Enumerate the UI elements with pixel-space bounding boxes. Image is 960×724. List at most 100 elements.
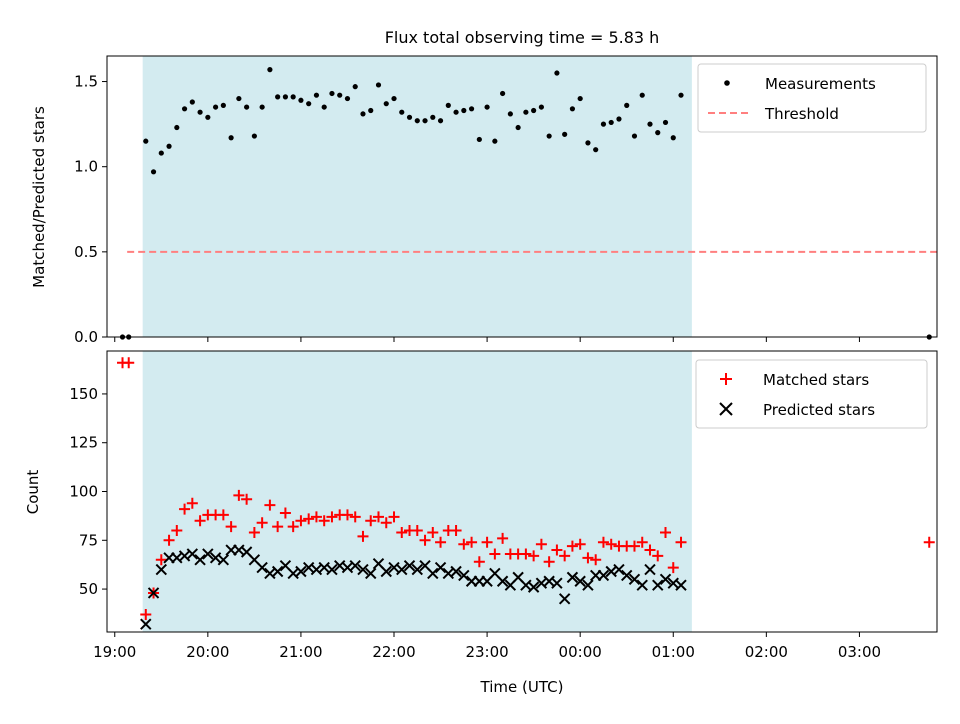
measurement-point xyxy=(236,95,242,102)
measurement-point xyxy=(321,104,327,110)
matched-star-point xyxy=(473,556,485,568)
x-tick-label: 20:00 xyxy=(186,643,229,661)
top-y-axis-label: Matched/Predicted stars xyxy=(30,106,48,288)
measurement-point xyxy=(313,92,320,98)
matched-star-point xyxy=(427,526,439,538)
matched-star-point xyxy=(543,556,555,568)
predicted-star-point xyxy=(574,575,586,587)
matched-star-point xyxy=(551,544,563,556)
x-tick-label: 01:00 xyxy=(652,643,695,661)
measurement-point xyxy=(484,104,490,110)
measurement-point xyxy=(554,70,560,76)
measurement-point xyxy=(562,131,568,137)
measurement-point xyxy=(166,143,172,149)
measurement-point xyxy=(174,124,180,131)
bottom-y-tick-label: 50 xyxy=(79,580,98,598)
measurement-point xyxy=(244,104,250,110)
matched-star-point xyxy=(535,538,547,550)
predicted-star-point xyxy=(450,565,462,578)
matched-star-point xyxy=(481,536,493,548)
measurement-point xyxy=(205,114,211,120)
matched-star-point xyxy=(675,536,687,548)
predicted-star-point xyxy=(659,573,672,586)
predicted-star-point xyxy=(186,548,199,560)
matched-star-point xyxy=(155,554,167,566)
measurement-point xyxy=(329,90,335,97)
predicted-star-point xyxy=(396,563,408,576)
matched-star-point xyxy=(574,538,586,550)
bottom-legend-box xyxy=(695,359,928,429)
predicted-star-point xyxy=(365,567,377,580)
matched-star-point xyxy=(566,540,578,552)
measurement-point xyxy=(678,92,684,98)
predicted-star-point xyxy=(621,569,633,582)
matched-star-point xyxy=(520,548,532,560)
matched-star-point xyxy=(256,517,268,529)
matched-star-point xyxy=(295,515,307,527)
matched-star-point xyxy=(357,530,369,542)
predicted-star-point xyxy=(551,577,563,589)
predicted-star-point xyxy=(256,561,268,574)
measurement-point xyxy=(298,97,304,103)
measurement-point xyxy=(306,101,312,107)
measurement-point xyxy=(453,109,459,115)
measurement-point xyxy=(445,102,451,108)
predicted-star-point xyxy=(194,554,206,566)
matched-star-point xyxy=(186,497,198,509)
bottom-panel: 50 75 100 125 150 19:00 20:00 21:00 22:00 23:00 0… xyxy=(24,350,938,696)
measurement-point xyxy=(468,106,475,112)
measurement-point xyxy=(368,107,374,114)
matched-star-point xyxy=(923,536,935,548)
measurements-legend-marker xyxy=(724,80,730,86)
top-axes-frame xyxy=(106,55,938,338)
measurement-point xyxy=(670,135,676,141)
predicted-star-point xyxy=(458,569,470,582)
measurement-point xyxy=(577,95,583,102)
measurement-point xyxy=(631,133,638,139)
predicted-star-point xyxy=(644,563,656,576)
matched-star-point xyxy=(241,493,253,505)
bottom-y-tick-label: 150 xyxy=(69,385,98,403)
predicted-star-point xyxy=(496,575,509,587)
bottom-y-tick-label: 100 xyxy=(69,483,98,501)
predicted-legend-marker xyxy=(719,402,733,416)
measurement-point xyxy=(507,111,513,117)
matched-star-point xyxy=(489,548,501,560)
predicted-star-point xyxy=(427,567,439,580)
matched-star-point xyxy=(628,540,640,552)
matched-star-point xyxy=(349,511,361,523)
measurement-point xyxy=(251,133,257,139)
predicted-star-point xyxy=(597,569,610,582)
measurement-point xyxy=(267,67,273,73)
measurement-point xyxy=(375,82,382,88)
matched-star-point xyxy=(303,513,315,525)
predicted-star-point xyxy=(295,565,307,578)
x-tick-label: 21:00 xyxy=(279,643,322,661)
legend-label-threshold: Threshold xyxy=(764,105,839,123)
predicted-stars-points xyxy=(140,544,687,630)
x-tick-label: 02:00 xyxy=(745,643,788,661)
matched-star-point xyxy=(582,552,594,564)
matched-star-point xyxy=(667,562,679,574)
matched-star-point xyxy=(458,538,470,550)
predicted-star-point xyxy=(349,559,361,572)
x-tick-label: 23:00 xyxy=(465,643,508,661)
matched-star-point xyxy=(388,511,400,523)
measurement-point xyxy=(352,84,358,90)
measurement-point xyxy=(593,147,599,153)
measurement-point xyxy=(220,102,226,108)
matched-star-point xyxy=(248,526,260,538)
matched-star-point xyxy=(179,503,191,515)
measurement-point xyxy=(655,130,661,136)
measurement-points xyxy=(119,67,932,340)
x-tick-label: 22:00 xyxy=(372,643,415,661)
predicted-star-point xyxy=(558,593,571,605)
measurement-point xyxy=(608,119,614,126)
predicted-star-point xyxy=(613,563,625,576)
predicted-star-point xyxy=(628,573,641,586)
top-legend: Measurements Threshold xyxy=(697,63,927,133)
matched-star-point xyxy=(341,509,353,521)
bottom-x-ticks: 19:00 20:00 21:00 22:00 23:00 00:00 01:00 02:00… xyxy=(93,632,881,661)
matched-star-point xyxy=(326,511,338,523)
